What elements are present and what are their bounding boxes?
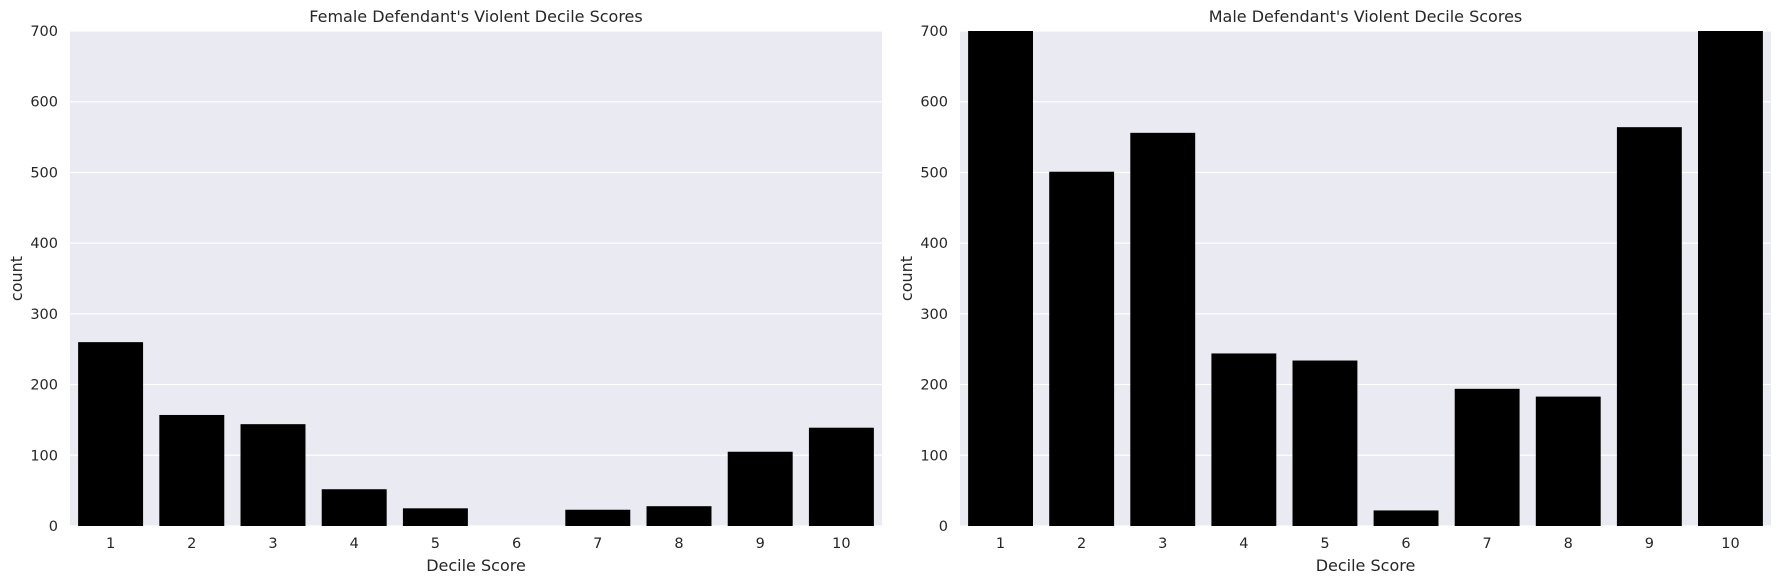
male-bars — [968, 31, 1763, 527]
female-x-tick-label: 2 — [187, 536, 196, 552]
male-x-tick-label: 10 — [1721, 536, 1739, 552]
male-bar-5 — [1292, 360, 1358, 526]
female-x-tick-label: 3 — [268, 536, 277, 552]
male-chart-title: Male Defendant's Violent Decile Scores — [1209, 7, 1523, 26]
female-y-tick-label: 400 — [30, 236, 58, 252]
male-bar-9 — [1616, 127, 1682, 527]
female-bar-9 — [727, 451, 793, 526]
male-chart: 0 100 200 300 400 500 600 700 1 2 3 4 5 6 7 8 9 10 Male … — [897, 7, 1771, 575]
male-bar-6 — [1373, 510, 1439, 526]
male-y-axis-label: count — [897, 256, 916, 301]
male-x-tick-label: 7 — [1483, 536, 1492, 552]
female-x-tick-label: 7 — [593, 536, 602, 552]
male-y-tick-labels: 0 100 200 300 400 500 600 700 — [920, 24, 948, 535]
male-bar-3 — [1130, 132, 1196, 527]
female-x-tick-label: 9 — [756, 536, 765, 552]
male-bar-2 — [1049, 171, 1115, 526]
female-chart-title: Female Defendant's Violent Decile Scores — [309, 7, 642, 26]
female-x-axis-label: Decile Score — [426, 556, 526, 575]
female-x-tick-labels: 1 2 3 4 5 6 7 8 9 10 — [106, 536, 851, 552]
male-y-tick-label: 600 — [920, 95, 948, 111]
female-x-tick-label: 6 — [512, 536, 521, 552]
male-x-axis-label: Decile Score — [1316, 556, 1416, 575]
female-chart: 0 100 200 300 400 500 600 700 1 2 3 4 5 6 7 8 9 10 Femal… — [7, 7, 882, 575]
male-x-tick-label: 3 — [1158, 536, 1167, 552]
male-bar-10 — [1698, 31, 1763, 526]
female-bar-2 — [159, 414, 225, 526]
male-x-tick-label: 5 — [1320, 536, 1329, 552]
male-y-tick-label: 300 — [920, 307, 948, 323]
male-bar-8 — [1535, 396, 1601, 526]
male-bar-1 — [968, 31, 1033, 526]
female-y-tick-label: 100 — [30, 448, 58, 464]
male-x-tick-label: 9 — [1645, 536, 1654, 552]
female-y-tick-label: 700 — [30, 24, 58, 40]
male-x-tick-label: 6 — [1401, 536, 1410, 552]
female-bars — [78, 342, 874, 526]
female-x-tick-label: 4 — [350, 536, 359, 552]
female-x-tick-label: 5 — [431, 536, 440, 552]
female-x-tick-label: 1 — [106, 536, 115, 552]
male-x-tick-label: 2 — [1077, 536, 1086, 552]
female-bar-7 — [565, 509, 631, 526]
male-bar-4 — [1211, 353, 1277, 526]
female-y-tick-label: 300 — [30, 307, 58, 323]
male-x-tick-label: 1 — [996, 536, 1005, 552]
female-bar-3 — [240, 424, 306, 526]
female-y-tick-label: 600 — [30, 95, 58, 111]
male-y-tick-label: 200 — [920, 378, 948, 394]
male-y-tick-label: 500 — [920, 165, 948, 181]
female-x-tick-label: 8 — [674, 536, 683, 552]
male-y-tick-label: 700 — [920, 24, 948, 40]
female-y-tick-label: 500 — [30, 165, 58, 181]
male-x-tick-labels: 1 2 3 4 5 6 7 8 9 10 — [996, 536, 1740, 552]
female-y-tick-label: 0 — [49, 519, 58, 535]
female-bar-10 — [808, 427, 874, 526]
female-bar-4 — [321, 489, 387, 526]
female-bar-1 — [78, 342, 144, 526]
female-y-tick-label: 200 — [30, 378, 58, 394]
female-bar-5 — [402, 508, 468, 526]
male-bar-7 — [1454, 388, 1520, 526]
female-y-tick-labels: 0 100 200 300 400 500 600 700 — [30, 24, 58, 535]
male-y-tick-label: 100 — [920, 448, 948, 464]
female-y-axis-label: count — [7, 256, 26, 301]
male-x-tick-label: 8 — [1564, 536, 1573, 552]
female-bar-8 — [646, 506, 712, 526]
male-y-tick-label: 400 — [920, 236, 948, 252]
male-x-tick-label: 4 — [1239, 536, 1248, 552]
female-x-tick-label: 10 — [832, 536, 850, 552]
male-y-tick-label: 0 — [939, 519, 948, 535]
